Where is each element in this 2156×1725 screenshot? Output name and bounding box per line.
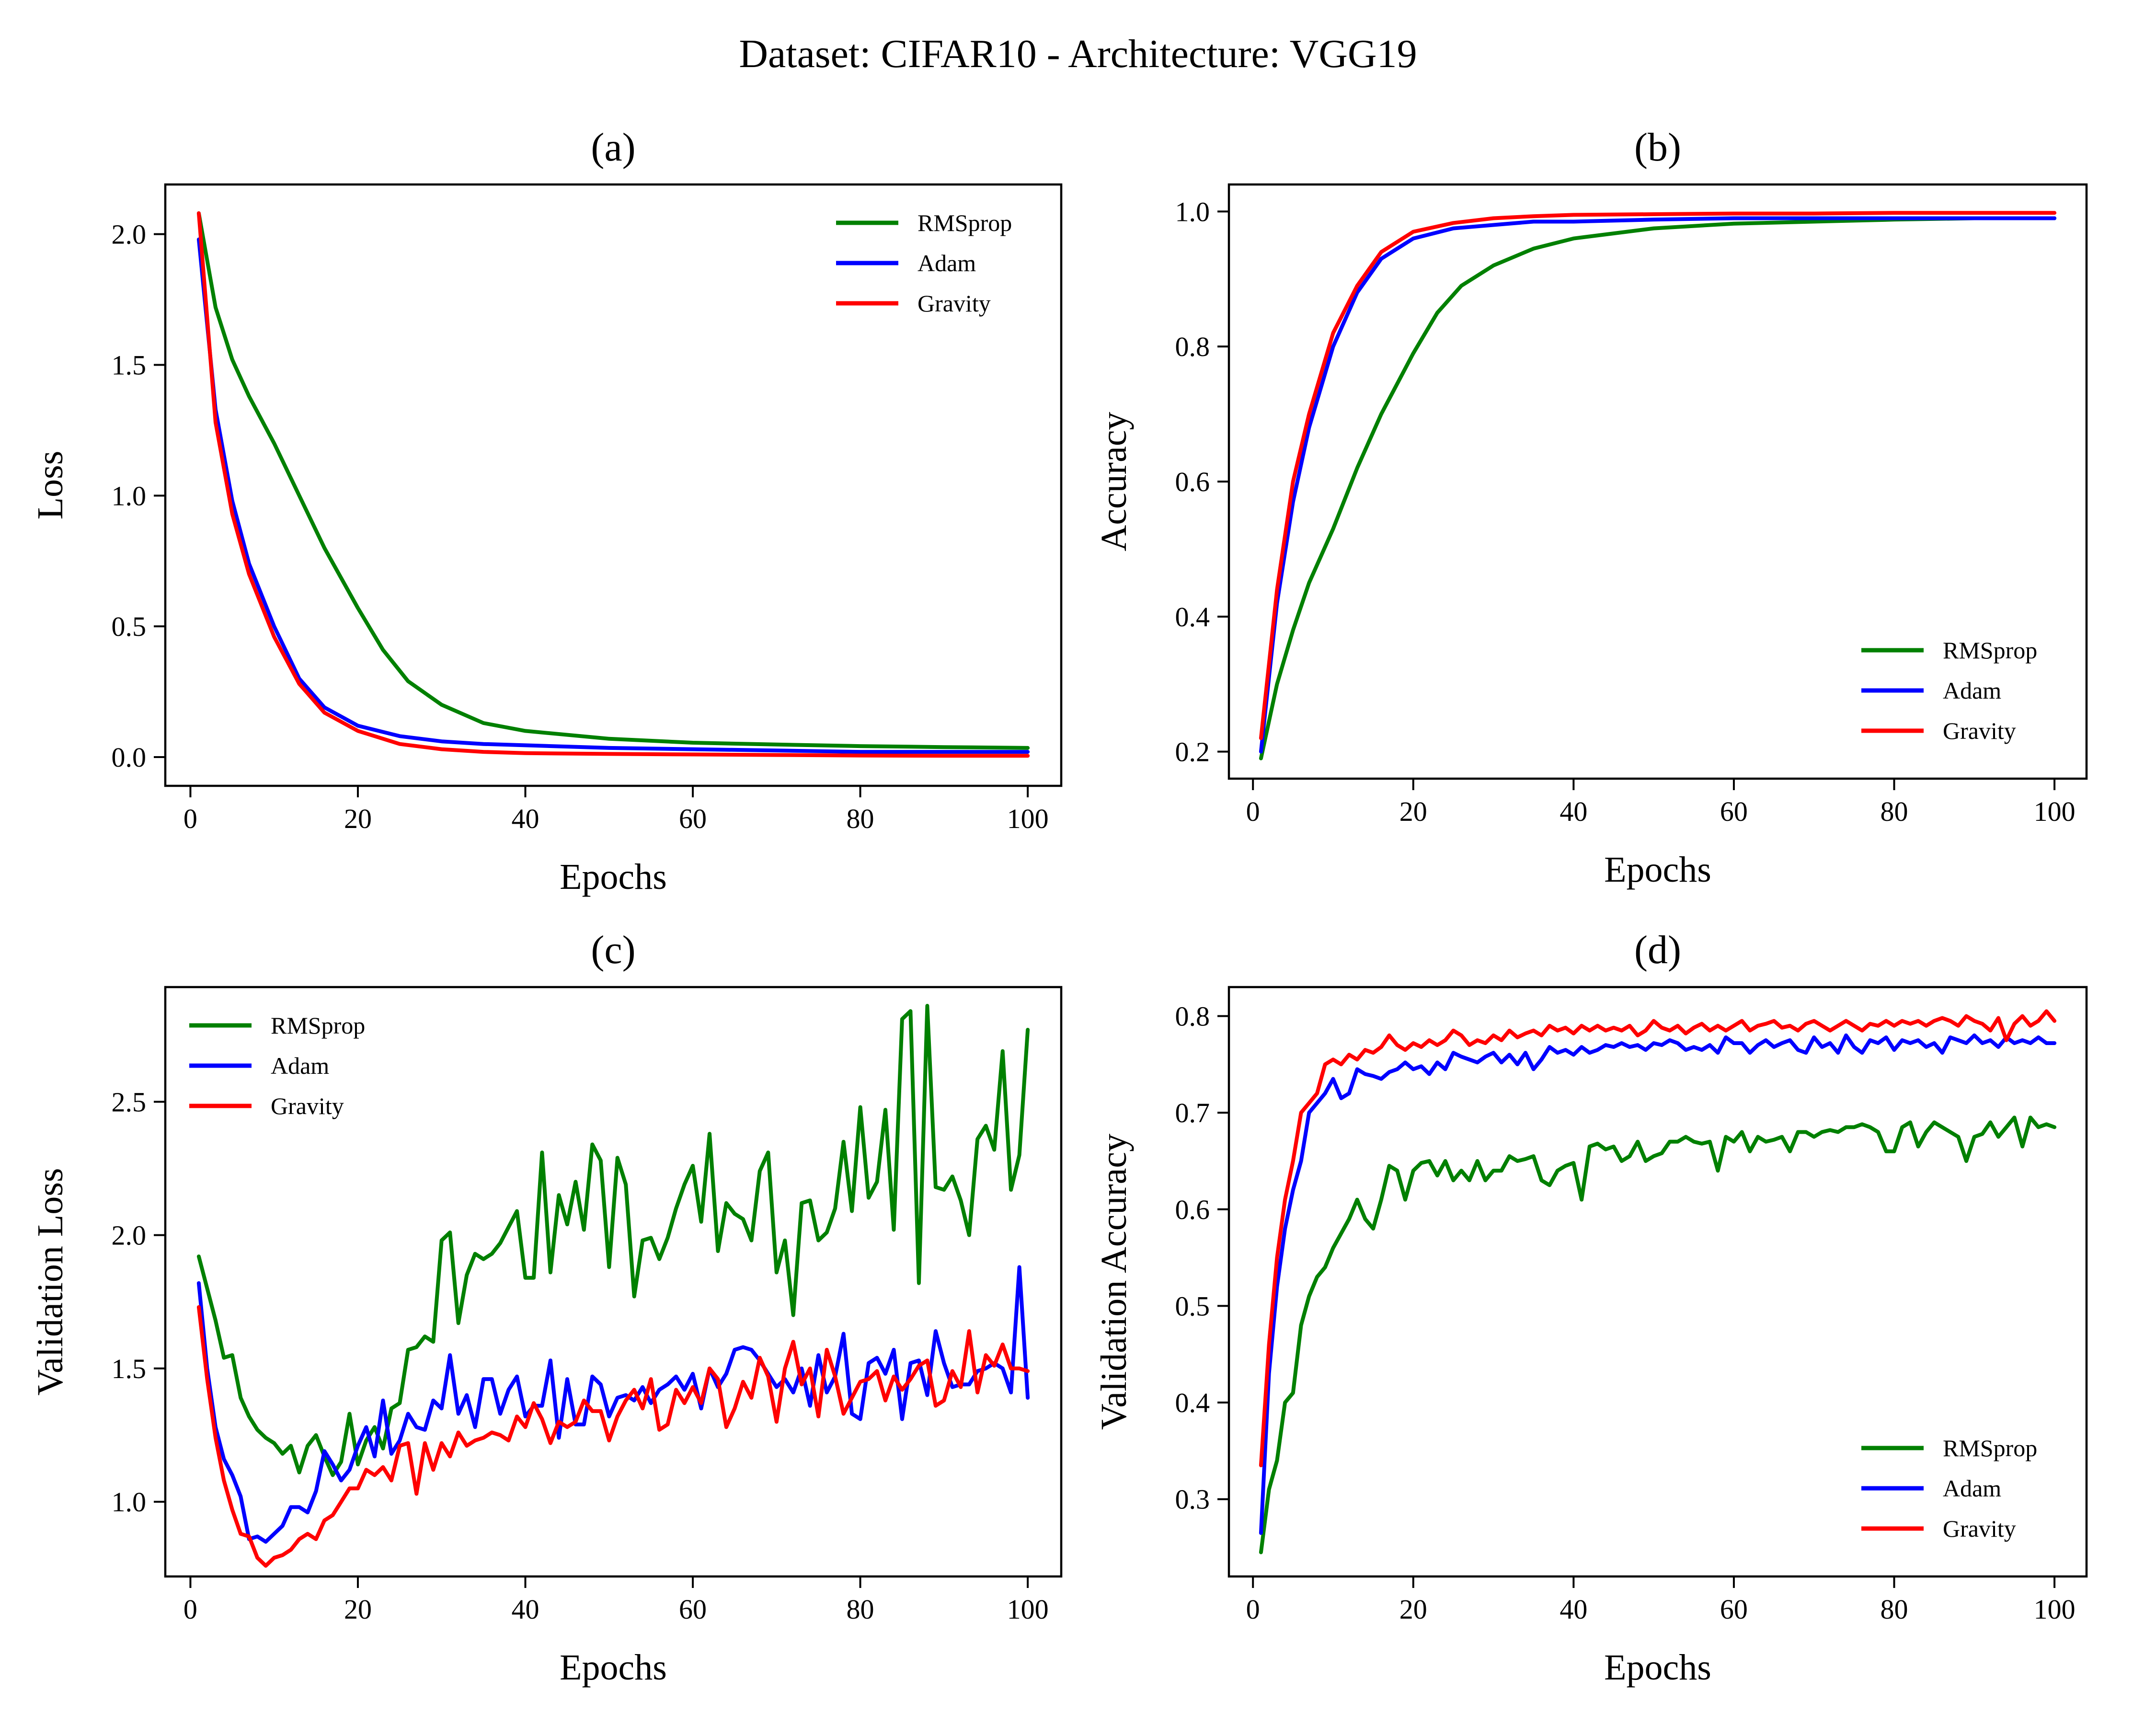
legend-label-gravity: Gravity <box>271 1092 344 1119</box>
y-tick-label: 0.3 <box>1175 1484 1210 1515</box>
legend-label-adam: Adam <box>1943 677 2001 704</box>
x-tick-label: 40 <box>1560 796 1587 827</box>
x-tick-label: 80 <box>847 803 874 834</box>
x-axis-label: Epochs <box>560 857 667 897</box>
legend-label-rmsprop: RMSprop <box>1943 637 2037 664</box>
y-tick-label: 0.2 <box>1175 736 1210 768</box>
panels: 0 20 40 60 80 100 0.0 0.5 1.0 1.5 2.0 (a) Epochs Loss… <box>30 125 2088 1688</box>
x-tick-label: 60 <box>679 1594 707 1625</box>
legend-label-gravity: Gravity <box>1943 717 2016 744</box>
y-tick-label: 0.8 <box>1175 331 1210 362</box>
y-tick-label: 0.6 <box>1175 1194 1210 1225</box>
y-tick-label: 1.0 <box>112 1486 147 1518</box>
legend-label-gravity: Gravity <box>917 290 991 317</box>
y-tick-label: 2.0 <box>112 1220 147 1251</box>
x-tick-label: 80 <box>1881 1594 1908 1625</box>
series-group <box>196 1004 1030 1568</box>
y-tick-label: 0.7 <box>1175 1097 1210 1128</box>
series-line-gravity <box>1259 211 2057 740</box>
legend-label-adam: Adam <box>1943 1475 2001 1502</box>
series-line-adam <box>1259 216 2057 754</box>
series-line-adam <box>196 237 1030 754</box>
series-group <box>1259 211 2057 760</box>
series-group <box>1259 1009 2057 1554</box>
y-axis-label: Accuracy <box>1094 412 1134 551</box>
series-line-adam <box>1259 1033 2057 1535</box>
y-axis-label: Validation Loss <box>30 1168 70 1396</box>
x-tick-label: 40 <box>1560 1594 1587 1625</box>
x-tick-label: 0 <box>1246 796 1260 827</box>
legend-label-adam: Adam <box>271 1052 329 1079</box>
x-tick-label: 0 <box>183 1594 197 1625</box>
legend-label-rmsprop: RMSprop <box>917 209 1012 236</box>
y-tick-label: 0.5 <box>1175 1290 1210 1322</box>
series-line-rmsprop <box>1259 216 2057 760</box>
x-tick-label: 100 <box>1007 1594 1049 1625</box>
y-tick-label: 0.4 <box>1175 1387 1210 1418</box>
y-tick-label: 1.5 <box>112 350 147 381</box>
legend-label-rmsprop: RMSprop <box>271 1012 365 1039</box>
panel-title: (d) <box>1634 928 1681 972</box>
y-tick-label: 1.0 <box>1175 196 1210 227</box>
plot-frame <box>1227 986 2088 1578</box>
series-line-rmsprop <box>1259 1116 2057 1554</box>
panel-3: 0 20 40 60 80 100 1.0 1.5 2.0 2.5 (c) Epochs Validat… <box>30 928 1063 1688</box>
y-tick-label: 2.5 <box>112 1086 147 1117</box>
x-tick-label: 100 <box>1007 803 1049 834</box>
x-tick-label: 100 <box>2034 1594 2076 1625</box>
y-tick-label: 1.0 <box>112 480 147 511</box>
x-tick-label: 0 <box>1246 1594 1260 1625</box>
series-line-gravity <box>196 1305 1030 1568</box>
panel-title: (a) <box>591 125 635 170</box>
panel-title: (b) <box>1634 125 1681 170</box>
x-tick-label: 20 <box>344 803 372 834</box>
x-tick-label: 40 <box>511 803 539 834</box>
x-tick-label: 60 <box>1720 1594 1748 1625</box>
legend: RMSprop Adam Gravity <box>1861 1435 2037 1542</box>
plot-frame <box>164 183 1063 787</box>
legend: RMSprop Adam Gravity <box>836 209 1012 317</box>
x-tick-label: 100 <box>2034 796 2076 827</box>
x-tick-label: 80 <box>1881 796 1908 827</box>
legend-label-rmsprop: RMSprop <box>1943 1435 2037 1461</box>
series-group <box>196 211 1030 758</box>
panel-4: 0 20 40 60 80 100 0.3 0.4 0.5 0.6 0.7 0.8 (d) Epochs V… <box>1094 928 2088 1688</box>
y-tick-label: 0.0 <box>112 742 147 773</box>
series-line-gravity <box>196 211 1030 758</box>
figure-title: Dataset: CIFAR10 - Architecture: VGG19 <box>739 32 1417 76</box>
x-tick-label: 20 <box>1399 796 1427 827</box>
panel-title: (c) <box>591 928 635 972</box>
series-line-rmsprop <box>196 211 1030 750</box>
x-tick-label: 80 <box>847 1594 874 1625</box>
y-axis-label: Loss <box>30 451 70 520</box>
x-tick-label: 60 <box>679 803 707 834</box>
y-tick-label: 0.4 <box>1175 601 1210 632</box>
x-axis-label: Epochs <box>1604 1647 1711 1688</box>
x-tick-label: 60 <box>1720 796 1748 827</box>
series-line-adam <box>196 1265 1030 1544</box>
x-tick-label: 20 <box>344 1594 372 1625</box>
legend: RMSprop Adam Gravity <box>1861 637 2037 744</box>
y-tick-label: 2.0 <box>112 219 147 250</box>
x-axis-label: Epochs <box>1604 850 1711 890</box>
x-tick-label: 40 <box>511 1594 539 1625</box>
legend: RMSprop Adam Gravity <box>189 1012 365 1119</box>
x-tick-label: 20 <box>1399 1594 1427 1625</box>
y-tick-label: 0.8 <box>1175 1000 1210 1032</box>
x-tick-label: 0 <box>183 803 197 834</box>
y-tick-label: 1.5 <box>112 1353 147 1384</box>
y-axis-label: Validation Accuracy <box>1094 1134 1134 1430</box>
x-axis-label: Epochs <box>560 1647 667 1688</box>
series-line-gravity <box>1259 1009 2057 1468</box>
panel-1: 0 20 40 60 80 100 0.0 0.5 1.0 1.5 2.0 (a) Epochs Loss… <box>30 125 1063 897</box>
legend-label-gravity: Gravity <box>1943 1515 2016 1542</box>
y-tick-label: 0.6 <box>1175 466 1210 497</box>
y-tick-label: 0.5 <box>112 611 147 642</box>
legend-label-adam: Adam <box>917 250 976 276</box>
plot-frame <box>164 986 1063 1578</box>
panel-2: 0 20 40 60 80 100 0.2 0.4 0.6 0.8 1.0 (b) Epochs Accu… <box>1094 125 2088 890</box>
